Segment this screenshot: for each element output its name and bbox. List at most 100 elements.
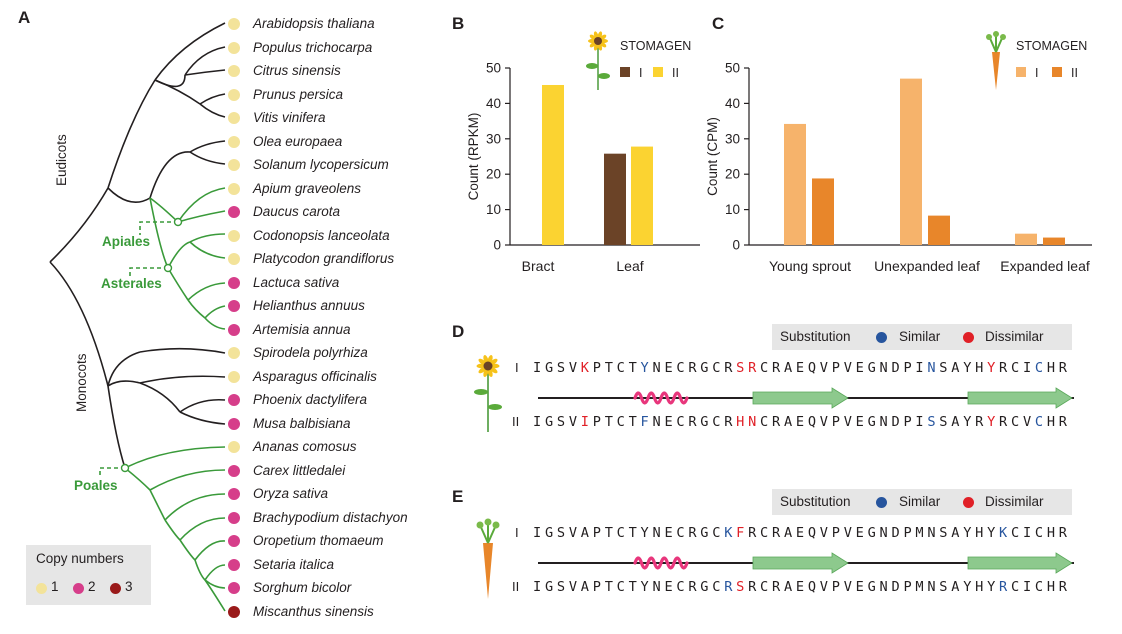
- category-label: Young sprout: [769, 258, 851, 274]
- eudicots-label: Eudicots: [54, 134, 69, 186]
- petal: [489, 366, 498, 374]
- species-name: Oryza sativa: [253, 486, 329, 501]
- y-tick-label: 20: [725, 167, 740, 182]
- copy-number-dot: [228, 300, 240, 312]
- sunflower-icon: [586, 31, 610, 90]
- copy-number-dot: [228, 370, 240, 383]
- species-name: Citrus sinensis: [253, 63, 341, 78]
- y-tick-label: 40: [486, 96, 501, 111]
- y-tick-label: 0: [493, 238, 501, 253]
- y-tick-label: 10: [486, 202, 501, 217]
- species-name: Sorghum bicolor: [253, 580, 352, 595]
- copy-number-dot: [228, 253, 240, 265]
- petal: [483, 355, 489, 364]
- legend-dot-2: [73, 583, 84, 594]
- copy-number-dot: [228, 159, 240, 171]
- chart-b-sunflower-stomagen: 0 10 20 30 40 50 Count (RPKM) Bract Leaf STOMAGEN…: [466, 31, 700, 274]
- species-name: Asparagus officinalis: [253, 368, 377, 384]
- species-name: Olea europaea: [253, 133, 343, 149]
- flower-center: [594, 37, 602, 45]
- copy-number-dot: [228, 65, 240, 77]
- y-tick-label: 30: [725, 131, 740, 146]
- copy-number-dot: [228, 112, 240, 124]
- legend-dot-1: [36, 583, 47, 594]
- leaf: [484, 518, 492, 526]
- copy-number-dot: [228, 582, 240, 594]
- legend-label-II: II: [1071, 66, 1078, 80]
- legend-label-2: 2: [88, 579, 96, 594]
- legend-swatch-II: [653, 67, 663, 77]
- petal: [487, 368, 493, 377]
- row-label-II: II: [512, 579, 519, 594]
- petal: [478, 366, 487, 374]
- beta-strand: [752, 552, 849, 574]
- leaf: [474, 389, 488, 395]
- row-label-I: I: [515, 525, 519, 540]
- leaf: [598, 73, 610, 79]
- y-tick-label: 10: [725, 202, 740, 217]
- dissimilar-label: Dissimilar: [985, 494, 1044, 509]
- species-name: Solanum lycopersicum: [253, 157, 389, 172]
- species-name: Setaria italica: [253, 556, 335, 572]
- species-name: Brachypodium distachyon: [253, 509, 408, 525]
- species-name: Codonopsis lanceolata: [253, 227, 390, 243]
- panel-label-a: A: [18, 8, 31, 27]
- copy-number-dot: [228, 206, 240, 218]
- y-axis-label: Count (CPM): [705, 117, 720, 196]
- y-tick-label: 50: [486, 61, 501, 76]
- copy-number-dot: [228, 605, 240, 618]
- copy-number-dot: [228, 18, 240, 30]
- legend-swatch-I: [620, 67, 630, 77]
- row-label-II: II: [512, 414, 519, 429]
- similar-dot: [876, 497, 887, 508]
- root: [483, 543, 493, 599]
- beta-strand: [967, 552, 1073, 574]
- copy-number-dot: [228, 88, 240, 101]
- species-name: Platycodon grandiflorus: [253, 251, 395, 266]
- petal: [478, 358, 487, 366]
- legend-title: Copy numbers: [36, 551, 124, 566]
- alignment-legend-d: Substitution Similar Dissimilar: [772, 324, 1072, 350]
- legend-swatch-II: [1052, 67, 1062, 77]
- species-name: Oropetium thomaeum: [253, 533, 384, 548]
- legend-label-II: II: [672, 66, 679, 80]
- species-name: Artemisia annua: [253, 321, 351, 337]
- copy-number-dot: [228, 182, 240, 195]
- dissimilar-label: Dissimilar: [985, 329, 1044, 344]
- copy-number-dot: [228, 441, 240, 453]
- species-name: Arabidopsis thaliana: [253, 16, 375, 31]
- phylogenetic-tree: [49, 22, 226, 612]
- root: [992, 52, 1000, 90]
- species-name: Phoenix dactylifera: [253, 392, 368, 407]
- species-name: Apium graveolens: [253, 180, 362, 196]
- species-name: Lactuca sativa: [253, 274, 340, 290]
- species-name: Helianthus annuus: [253, 298, 365, 313]
- carrot-icon: [476, 518, 500, 599]
- poales-label: Poales: [74, 478, 118, 493]
- species-name: Daucus carota: [253, 204, 341, 219]
- copy-number-dot: [228, 535, 240, 547]
- leaf: [488, 404, 502, 410]
- legend-title: STOMAGEN: [1016, 39, 1087, 53]
- species-name: Prunus persica: [253, 86, 344, 102]
- copy-number-dot: [228, 511, 240, 524]
- y-tick-label: 40: [725, 96, 740, 111]
- alpha-helix: [633, 556, 689, 570]
- dissimilar-dot: [963, 332, 974, 343]
- copy-number-dot: [228, 558, 240, 571]
- sunflower-icon: [474, 355, 502, 432]
- copy-number-dot: [228, 229, 240, 242]
- leaf: [492, 521, 500, 529]
- panel-label-c: C: [712, 14, 725, 33]
- similar-label: Similar: [899, 329, 941, 344]
- species-name: Musa balbisiana: [253, 415, 351, 431]
- copy-number-dot: [228, 347, 240, 359]
- category-label: Unexpanded leaf: [874, 258, 980, 274]
- petal: [476, 363, 486, 369]
- y-axis-label: Count (RPKM): [466, 113, 481, 201]
- leaf: [986, 34, 992, 40]
